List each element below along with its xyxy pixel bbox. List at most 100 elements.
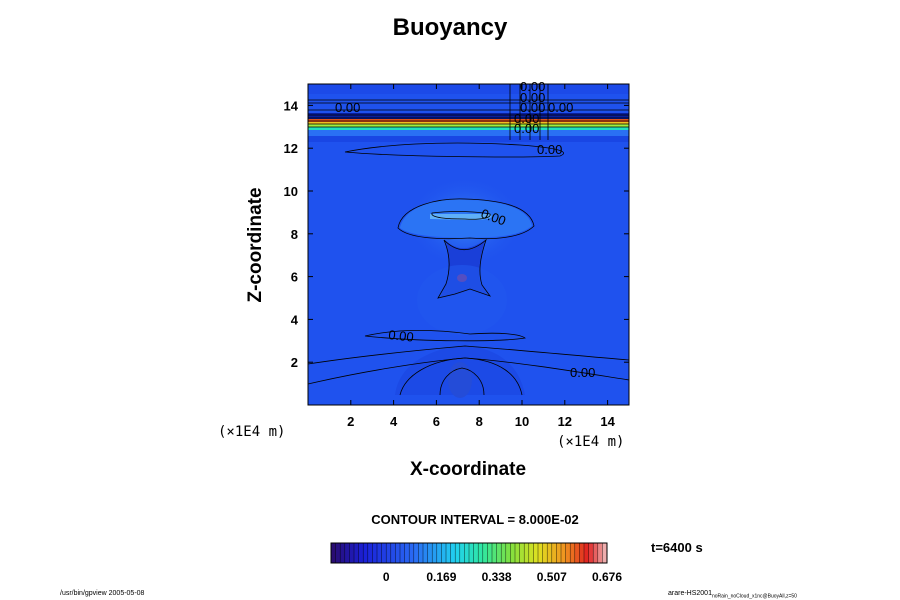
colorbar-cell xyxy=(464,543,470,563)
y-tick-label: 8 xyxy=(291,227,298,242)
contour-label: 0.00 xyxy=(570,365,595,380)
colorbar-cell xyxy=(354,543,360,563)
contour-label: 0.00 xyxy=(520,90,545,105)
colorbar-cell xyxy=(469,543,475,563)
colorbar-cell xyxy=(459,543,465,563)
colorbar-cell xyxy=(386,543,392,563)
colorbar-tick-label: 0.338 xyxy=(482,570,512,584)
colorbar-cell xyxy=(441,543,447,563)
contour-interval-label: CONTOUR INTERVAL = 8.000E-02 xyxy=(371,512,579,527)
colorbar-cell xyxy=(547,543,553,563)
y-tick-label: 4 xyxy=(291,312,299,327)
colorbar-cell xyxy=(505,543,511,563)
x-tick-label: 4 xyxy=(390,414,398,429)
contour-line xyxy=(437,238,492,299)
contour-line xyxy=(397,198,535,240)
plume-base-core xyxy=(448,362,472,398)
y-tick-label: 10 xyxy=(284,184,298,199)
contour-label: 0.00 xyxy=(514,111,539,126)
plot-frame xyxy=(307,83,630,406)
colorbar-cell xyxy=(340,543,346,563)
colorbar-cell xyxy=(570,543,576,563)
x-tick-label: 8 xyxy=(476,414,483,429)
footer-source-sub: noRain_noCloud_x1nc@BuoyAll,z=50 xyxy=(711,593,797,600)
colorbar-cell xyxy=(519,543,525,563)
time-label: t=6400 s xyxy=(651,540,703,555)
contour-line xyxy=(399,357,523,396)
colorbar-cell xyxy=(542,543,548,563)
y-tick-label: 6 xyxy=(291,270,298,285)
colorbar-tick-label: 0 xyxy=(383,570,390,584)
colorbar-cell xyxy=(418,543,424,563)
colorbar-cell xyxy=(597,543,603,563)
colorbar-cell xyxy=(561,543,567,563)
colorbar-cell xyxy=(423,543,429,563)
footer-source-main: arare-HS2001 xyxy=(668,590,712,597)
contour-line xyxy=(431,211,491,220)
field-band-light xyxy=(308,130,629,136)
plume-mid xyxy=(417,265,507,335)
y-tick-label: 12 xyxy=(284,141,298,156)
colorbar: 0 0.169 0.338 0.507 0.676 xyxy=(330,542,622,584)
colorbar-cell xyxy=(496,543,502,563)
colorbar-cell xyxy=(551,543,557,563)
colorbar-cell xyxy=(478,543,484,563)
colorbar-cell xyxy=(501,543,507,563)
contour-line xyxy=(364,330,526,342)
chart-title: Buoyancy xyxy=(392,14,508,41)
colorbar-cell xyxy=(404,543,410,563)
footer-source: arare-HS2001noRain_noCloud_x1nc@BuoyAll,… xyxy=(668,590,797,599)
colorbar-cell xyxy=(344,543,350,563)
colorbar-cell xyxy=(450,543,456,563)
colorbar-cell xyxy=(367,543,373,563)
contour-label: 0.00 xyxy=(388,327,415,345)
colorbar-cell xyxy=(455,543,461,563)
field-band-green xyxy=(308,124,629,127)
colorbar-cell xyxy=(510,543,516,563)
colorbar-tick-label: 0.169 xyxy=(426,570,456,584)
colorbar-cell xyxy=(377,543,383,563)
colorbar-cell xyxy=(335,543,341,563)
contour-lines xyxy=(308,84,629,396)
x-tick-label: 10 xyxy=(515,414,529,429)
colorbar-cell xyxy=(487,543,493,563)
contour-line xyxy=(439,367,485,396)
field-band-top xyxy=(308,84,629,94)
colorbar-cell xyxy=(492,543,498,563)
x-axis-unit-right: (×1E4 m) xyxy=(557,434,625,450)
colorbar-cell xyxy=(602,543,608,563)
plot-field xyxy=(308,84,629,405)
colorbar-cell xyxy=(427,543,433,563)
contour-label: 0.00 xyxy=(520,100,545,115)
colorbar-cell xyxy=(528,543,534,563)
colorbar-cell xyxy=(413,543,419,563)
colorbar-cell xyxy=(436,543,442,563)
field-band-lower xyxy=(308,136,629,142)
y-axis-label: Z-coordinate xyxy=(245,187,266,303)
y-tick-label: 14 xyxy=(284,98,299,113)
contour-label: 0.00 xyxy=(537,142,562,157)
x-axis-label: X-coordinate xyxy=(409,459,527,480)
colorbar-cell xyxy=(565,543,571,563)
colorbar-cell xyxy=(593,543,599,563)
contour-label: 0.00 xyxy=(520,79,545,94)
colorbar-cell xyxy=(349,543,355,563)
colorbar-frame xyxy=(330,542,608,564)
colorbar-cell xyxy=(588,543,594,563)
colorbar-cell xyxy=(524,543,530,563)
contour-line xyxy=(509,84,549,140)
y-tick-label: 2 xyxy=(291,355,298,370)
colorbar-cell xyxy=(400,543,406,563)
field-band-dark xyxy=(308,113,629,119)
contour-label: 0.00 xyxy=(548,100,573,115)
colorbar-cell xyxy=(482,543,488,563)
contour-label: 0.00 xyxy=(514,121,539,136)
colorbar-cell xyxy=(556,543,562,563)
colorbar-tick-label: 0.507 xyxy=(537,570,567,584)
contour-line xyxy=(308,345,629,365)
colorbar-cell xyxy=(473,543,479,563)
colorbar-cell xyxy=(395,543,401,563)
colorbar-cell xyxy=(372,543,378,563)
field-band-yellow xyxy=(308,122,629,124)
